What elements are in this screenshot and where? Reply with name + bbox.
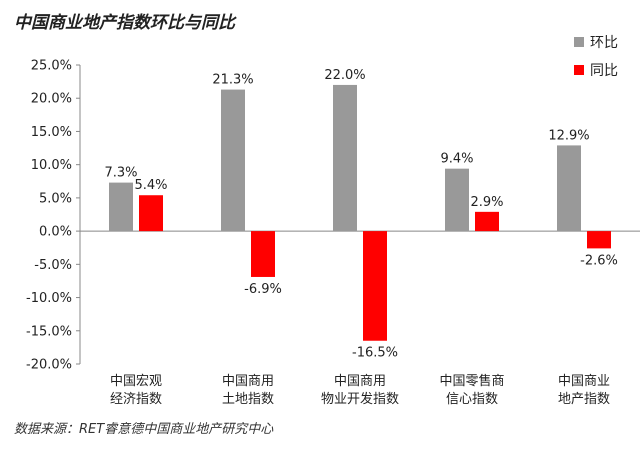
data-label: -16.5% [352,346,398,361]
y-tick-label: -10.0% [26,291,72,306]
data-labels: 7.3%5.4% 21.3% -6.9% 22.0% -16.5% 9.4% 2.9% 12.… [104,68,617,361]
y-tick-label: 20.0% [31,92,72,107]
category-label: 经济指数 [110,392,162,407]
y-axis: 25.0% 20.0% 15.0% 10.0% 5.0% 0.0% -5.0% -10.0% -… [26,59,640,373]
bar-yoy [251,231,275,277]
bar-mom [445,168,469,232]
y-tick-label: 5.0% [39,191,72,206]
data-label: 7.3% [104,166,137,181]
legend-swatch [574,37,584,47]
category-label: 信心指数 [446,392,498,407]
data-label: 21.3% [212,73,253,88]
bar-mom [221,89,245,232]
category-label: 中国商用 [334,374,386,389]
category-label: 物业开发指数 [321,391,399,407]
bar-mom [333,84,357,232]
y-tick-label: -5.0% [34,258,72,273]
bar-yoy [363,231,387,341]
y-tick-label: 25.0% [31,59,72,74]
category-label: 地产指数 [558,392,610,407]
data-label: 22.0% [324,68,365,83]
legend-swatch [574,65,584,75]
y-tick-label: -20.0% [26,358,72,373]
category-label: 中国商业 [558,374,610,389]
data-label: -6.9% [244,282,282,297]
y-tick-label: 0.0% [39,225,72,240]
data-label: 2.9% [470,195,503,210]
bar-mom [109,182,133,232]
legend-label: 同比 [590,63,618,79]
y-tick-label: 10.0% [31,158,72,173]
y-tick-label: -15.0% [26,324,72,339]
data-label: 9.4% [440,152,473,167]
data-label: 12.9% [548,128,589,143]
bar-yoy [139,195,163,232]
legend-label: 环比 [590,35,618,51]
y-tick-label: 15.0% [31,125,72,140]
bar-yoy [587,231,611,249]
bar-yoy [475,211,499,232]
category-label: 中国宏观 [110,374,162,389]
category-label: 中国商用 [222,374,274,389]
data-label: 5.4% [134,178,167,193]
data-label: -2.6% [580,253,618,268]
chart-title: 中国商业地产指数环比与同比 [14,13,235,33]
category-label: 土地指数 [222,392,274,407]
bar-mom [557,145,581,232]
category-label: 中国零售商 [439,373,504,389]
bars [109,84,611,341]
source-note: 数据来源：RET睿意德中国商业地产研究中心 [14,422,274,437]
